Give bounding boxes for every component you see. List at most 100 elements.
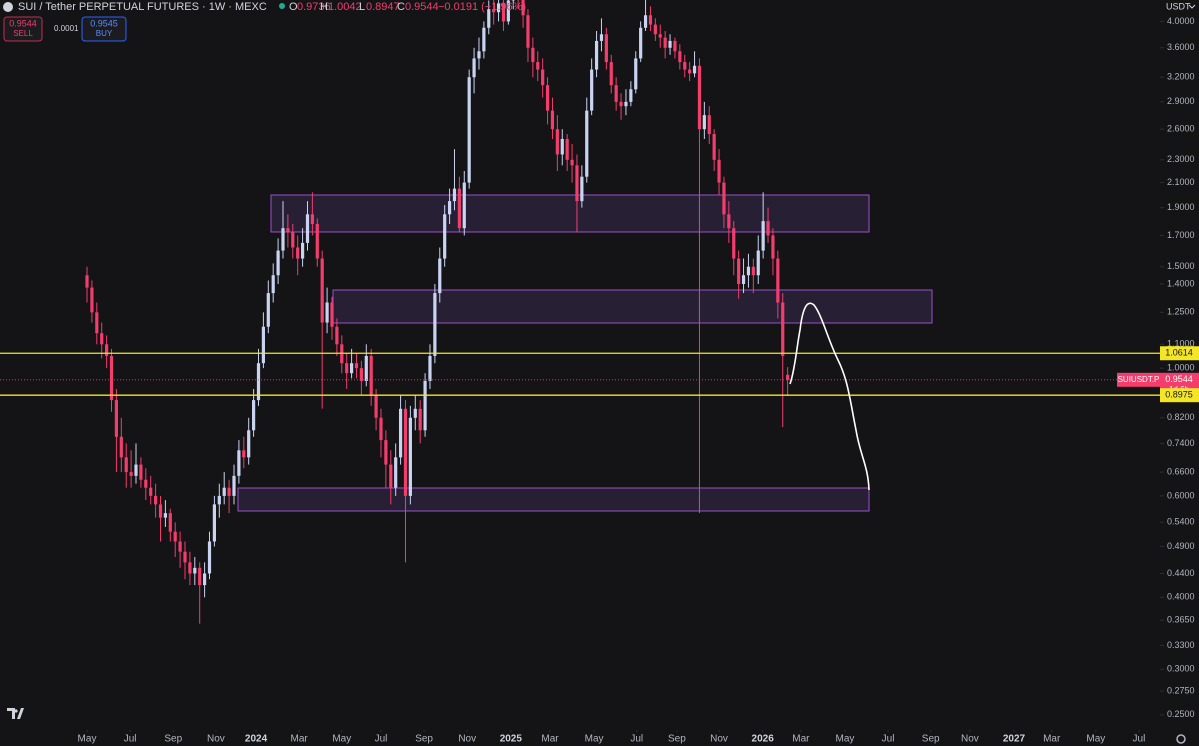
y-tick-label: 0.4400 [1167, 568, 1195, 578]
change: −0.0191 (−1.96%) [438, 1, 526, 13]
y-tick-label: 0.6600 [1167, 466, 1195, 476]
candle-body [124, 457, 128, 473]
x-tick-label: May [585, 734, 604, 745]
candle-body [134, 464, 138, 476]
y-tick-label: 0.3000 [1167, 664, 1195, 674]
spread: 0.0001 [54, 24, 79, 33]
candle-body [163, 513, 168, 518]
candle-body [129, 472, 133, 476]
x-tick-label: Jul [124, 734, 137, 745]
candle-body [291, 232, 295, 248]
y-tick-label: 3.2000 [1167, 72, 1195, 82]
candle-body [751, 266, 755, 276]
candle-body [90, 287, 94, 313]
ohlc-value: 0.8947 [366, 1, 400, 13]
x-tick-label: Jul [882, 734, 895, 745]
candle-body [688, 69, 692, 74]
candle-body [232, 475, 236, 496]
candle-body [100, 333, 104, 345]
candle-body [781, 302, 785, 356]
candle-body [149, 487, 153, 496]
y-tick-label: 1.7000 [1167, 230, 1195, 240]
candle-body [173, 531, 177, 542]
sell-label[interactable]: SELL [13, 29, 33, 38]
x-tick-label: Nov [458, 734, 476, 745]
dropdown-icon[interactable] [1188, 4, 1196, 9]
candle-body [105, 344, 109, 356]
candle-body [683, 62, 687, 70]
candle-body [482, 27, 486, 52]
candle-body [119, 436, 123, 458]
candle-body [281, 228, 285, 251]
candle-body [629, 89, 633, 102]
candle-body [418, 408, 422, 431]
status-dot [279, 3, 285, 9]
candle-body [198, 567, 202, 586]
x-tick-label: Sep [164, 734, 182, 745]
buy-button[interactable] [81, 16, 127, 42]
y-tick-label: 0.5400 [1167, 517, 1195, 527]
candle-body [325, 302, 329, 323]
x-tick-label: Mar [541, 734, 559, 745]
logo[interactable] [7, 708, 24, 719]
candle-body [570, 159, 574, 166]
y-tick-label: 0.4000 [1167, 592, 1195, 602]
candle-body [555, 129, 559, 155]
x-tick-label: Jul [1133, 734, 1146, 745]
candle-body [521, 0, 525, 16]
y-tick-label: 0.4900 [1167, 541, 1195, 551]
currency[interactable]: USDT [1166, 1, 1191, 11]
candle-body [394, 457, 398, 488]
buy-label[interactable]: BUY [96, 29, 113, 38]
candle-body [673, 40, 677, 52]
buy-price[interactable]: 0.9545 [90, 18, 118, 28]
candle-body [188, 562, 192, 574]
candle-body [609, 62, 613, 86]
candle-body [472, 58, 476, 78]
price-line-badge [1160, 346, 1199, 361]
ohlc-value: 0.9736 [297, 1, 331, 13]
candle-body [315, 223, 319, 259]
zone [332, 289, 933, 324]
y-tick-label: 1.1000 [1167, 339, 1195, 349]
candle-body [702, 115, 706, 130]
x-tick-label: Jul [375, 734, 388, 745]
x-tick-label: Mar [792, 734, 810, 745]
candle-body [443, 214, 447, 259]
candle-body [212, 504, 217, 542]
candle-body [242, 450, 246, 458]
symbol-icon [3, 2, 13, 12]
candle-body [477, 51, 481, 59]
candle-body [604, 34, 608, 63]
candle-body [501, 3, 506, 22]
candle-body [580, 176, 584, 202]
sell-button[interactable] [3, 16, 43, 42]
candle-body [109, 355, 114, 401]
logo-dot [14, 709, 18, 713]
symbol: SUI / Tether PERPETUAL FUTURES · 1W · ME… [18, 1, 267, 13]
y-tick-label: 2.3000 [1167, 154, 1195, 164]
x-tick-label: 2024 [245, 734, 268, 745]
candle-body [619, 101, 623, 107]
candle-body [384, 440, 388, 465]
settings-icon[interactable] [1176, 734, 1186, 744]
candle-body [575, 165, 579, 202]
candle-body [354, 363, 359, 369]
candle-body [438, 258, 442, 294]
candle-body [560, 138, 564, 155]
candle-body [643, 15, 648, 28]
ohlc-value: 0.9544 [405, 1, 439, 13]
candle-body [697, 65, 702, 130]
candle-body [300, 242, 305, 259]
candle-body [737, 258, 741, 284]
candle-body [423, 380, 427, 431]
candle-body [717, 159, 721, 183]
candle-body [364, 355, 368, 381]
x-tick-label: Jul [630, 734, 643, 745]
candle-body [506, 0, 510, 22]
candle-body [452, 188, 457, 202]
candle-body [261, 326, 265, 364]
sell-price[interactable]: 0.9544 [9, 18, 37, 28]
candle-body [222, 487, 226, 496]
